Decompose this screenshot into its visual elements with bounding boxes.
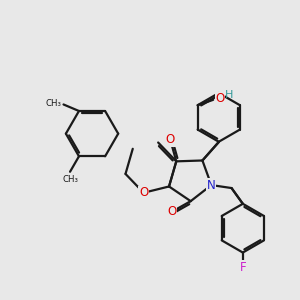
- Text: CH₃: CH₃: [45, 99, 61, 108]
- Text: H: H: [224, 90, 233, 100]
- Text: O: O: [139, 186, 148, 199]
- Text: O: O: [166, 134, 175, 146]
- Text: O: O: [215, 92, 225, 105]
- Text: O: O: [168, 205, 177, 218]
- Text: N: N: [207, 178, 216, 192]
- Text: CH₃: CH₃: [62, 175, 78, 184]
- Text: F: F: [239, 261, 246, 274]
